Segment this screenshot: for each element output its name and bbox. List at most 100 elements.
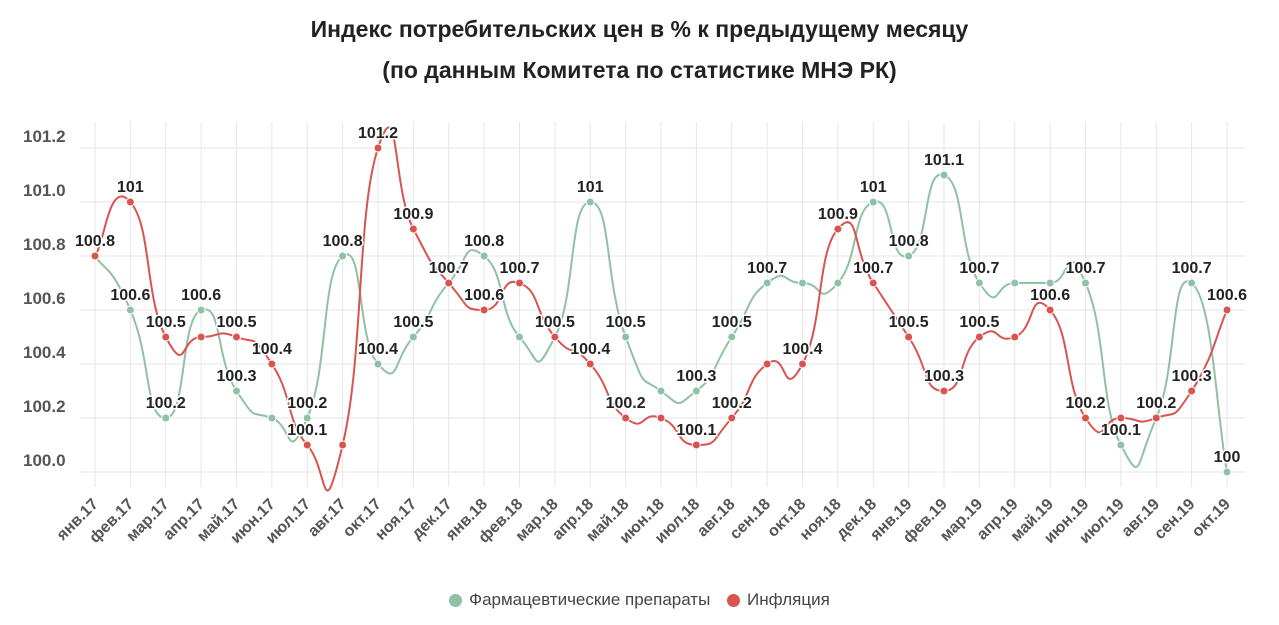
- y-tick-label: 101.2: [23, 127, 66, 146]
- data-point-1: [1222, 305, 1232, 315]
- chart-subtitle: (по данным Комитета по статистике МНЭ РК…: [382, 57, 897, 83]
- data-label-0: 100.3: [676, 368, 716, 385]
- data-label-0: 100.5: [606, 314, 646, 331]
- x-tick-label: авг.17: [305, 496, 350, 541]
- data-label-0: 100.8: [464, 233, 504, 250]
- legend-item-inflation[interactable]: Инфляция: [727, 590, 830, 610]
- data-label-1: 100.1: [676, 422, 716, 439]
- data-point-0: [974, 278, 984, 288]
- data-point-1: [904, 332, 914, 342]
- data-label-0: 100: [1214, 449, 1241, 466]
- data-label-1: 100.4: [782, 341, 822, 358]
- data-point-1: [232, 332, 241, 342]
- data-point-0: [267, 413, 277, 423]
- y-tick-label: 101.0: [23, 181, 66, 200]
- data-label-0: 100.1: [1101, 422, 1141, 439]
- data-label-1: 100.1: [287, 422, 327, 439]
- data-point-1: [833, 224, 843, 234]
- data-point-1: [444, 278, 454, 288]
- data-label-1: 100.7: [429, 260, 469, 277]
- data-point-1: [90, 251, 100, 261]
- data-label-0: 100.7: [1172, 260, 1212, 277]
- data-label-0: 100.7: [959, 260, 999, 277]
- legend: Фармацевтические препараты Инфляция: [0, 590, 1279, 612]
- chart-title: Индекс потребительских цен в % к предыду…: [310, 16, 969, 42]
- data-label-0: 100.8: [323, 233, 363, 250]
- data-label-1: 100.2: [1065, 395, 1105, 412]
- data-label-1: 100.7: [499, 260, 539, 277]
- data-label-1: 100.5: [959, 314, 999, 331]
- data-point-0: [1116, 440, 1126, 450]
- data-point-1: [479, 305, 489, 315]
- data-point-1: [868, 278, 878, 288]
- data-label-0: 100.6: [110, 287, 150, 304]
- data-label-0: 100.8: [889, 233, 929, 250]
- data-label-1: 100.6: [1207, 287, 1247, 304]
- data-point-0: [302, 413, 312, 423]
- data-label-0: 100.2: [287, 395, 327, 412]
- data-label-0: 100.5: [393, 314, 433, 331]
- data-point-1: [762, 359, 772, 369]
- data-point-1: [267, 359, 277, 369]
- data-point-1: [939, 386, 949, 396]
- data-label-1: 100.6: [464, 287, 504, 304]
- data-label-1: 101: [117, 179, 144, 196]
- data-point-0: [939, 170, 949, 180]
- data-label-0: 100.6: [181, 287, 221, 304]
- data-point-0: [1010, 278, 1020, 288]
- data-label-0: 100.2: [146, 395, 186, 412]
- data-point-0: [691, 386, 701, 396]
- x-tick-label: сен.18: [727, 496, 774, 543]
- y-tick-label: 100.8: [23, 235, 66, 254]
- data-point-1: [974, 332, 984, 342]
- data-point-0: [232, 386, 241, 396]
- data-point-0: [373, 359, 383, 369]
- data-point-0: [408, 332, 418, 342]
- series-line-0: [94, 173, 1228, 473]
- data-label-1: 100.6: [1030, 287, 1070, 304]
- data-point-0: [904, 251, 914, 261]
- data-point-0: [338, 251, 348, 261]
- data-point-1: [621, 413, 631, 423]
- data-point-0: [833, 278, 843, 288]
- data-point-1: [373, 143, 383, 153]
- y-tick-label: 100.6: [23, 289, 66, 308]
- legend-marker-inflation: [727, 593, 741, 607]
- data-label-1: 100.2: [1136, 395, 1176, 412]
- data-point-1: [1081, 413, 1090, 423]
- data-label-0: 100.3: [216, 368, 256, 385]
- data-label-1: 101.2: [358, 125, 398, 142]
- data-point-1: [1045, 305, 1055, 315]
- data-point-0: [585, 197, 595, 207]
- data-label-0: 100.5: [712, 314, 752, 331]
- data-point-1: [691, 440, 701, 450]
- data-point-1: [585, 359, 595, 369]
- data-point-0: [798, 278, 807, 288]
- legend-item-pharma[interactable]: Фармацевтические препараты: [449, 590, 710, 610]
- y-tick-label: 100.2: [23, 397, 66, 416]
- data-point-1: [125, 197, 135, 207]
- data-point-1: [550, 332, 560, 342]
- data-label-0: 100.7: [1065, 260, 1105, 277]
- data-point-1: [302, 440, 312, 450]
- data-label-1: 100.9: [393, 206, 433, 223]
- legend-label-pharma: Фармацевтические препараты: [469, 590, 711, 609]
- data-point-1: [338, 440, 348, 450]
- data-label-1: 100.4: [570, 341, 610, 358]
- data-label-1: 100.2: [712, 395, 752, 412]
- data-point-1: [798, 359, 807, 369]
- data-point-0: [1187, 278, 1197, 288]
- data-point-0: [125, 305, 135, 315]
- data-label-1: 100.3: [1172, 368, 1212, 385]
- y-tick-label: 100.0: [23, 451, 66, 470]
- data-point-0: [762, 278, 772, 288]
- data-label-0: 101: [860, 179, 887, 196]
- x-tick-label: сен.19: [1151, 496, 1198, 543]
- data-point-1: [515, 278, 524, 288]
- data-point-0: [515, 332, 524, 342]
- data-point-1: [1151, 413, 1161, 423]
- data-label-0: 101: [577, 179, 604, 196]
- data-label-1: 100.4: [252, 341, 292, 358]
- legend-marker-pharma: [449, 593, 463, 607]
